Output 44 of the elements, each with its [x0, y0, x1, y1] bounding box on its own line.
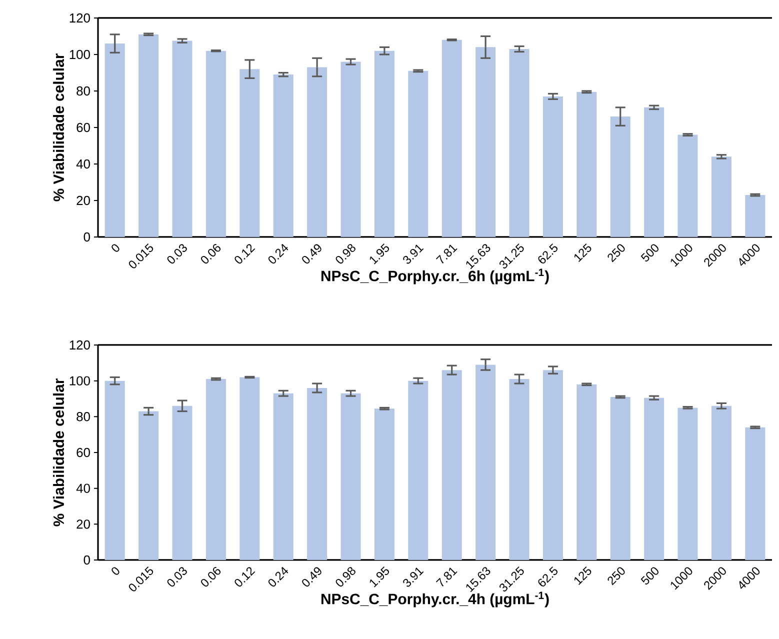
x-tick-label: 0.03	[167, 244, 187, 264]
x-tick-label: 500	[640, 244, 658, 262]
x-axis-title: NPsC_C_Porphy.cr._6h (µgmL$^{-1}$)	[321, 268, 549, 284]
x-tick-label: 125	[574, 243, 592, 262]
y-tick-label: 60	[76, 122, 90, 132]
y-tick-label: 80	[76, 412, 90, 422]
y-axis-title: % Viabilidade celular	[53, 54, 64, 202]
y-tick-label: 20	[76, 196, 90, 206]
x-tick-label: 0.12	[234, 567, 256, 587]
y-tick-label: 0	[84, 555, 90, 565]
x-tick-label: 0.12	[234, 244, 256, 264]
x-tick-label: 0.24	[268, 244, 288, 264]
x-tick-label: 500	[640, 567, 658, 584]
x-tick-label: 62.5	[538, 243, 558, 264]
x-tick-label: 0.06	[201, 244, 221, 264]
y-tick-label: 40	[76, 159, 90, 169]
y-tick-label: 80	[76, 86, 90, 96]
y-tick-label: 100	[70, 50, 90, 60]
y-tick-label: 120	[70, 340, 90, 350]
y-axis-title: % Viabilidade celular	[53, 378, 64, 526]
x-tick-label: 0.03	[167, 567, 187, 587]
x-tick-label: 7.81	[436, 568, 458, 587]
y-tick-label: 40	[76, 484, 90, 493]
y-tick-label: 100	[70, 376, 90, 386]
x-tick-label: 0.98	[336, 567, 356, 587]
x-tick-label: 0.24	[268, 566, 288, 587]
x-tick-label: 0	[112, 567, 120, 575]
x-tick-label: 250	[608, 244, 625, 262]
x-axis-title: NPsC_C_Porphy.cr._4h (µgmL$^{-1}$)	[321, 592, 549, 608]
y-tick-label: 0	[84, 232, 90, 242]
y-tick-label: 120	[70, 13, 90, 23]
x-tick-label: 62.5	[538, 566, 558, 586]
x-tick-label: 0.06	[201, 567, 221, 587]
x-tick-label: 0	[112, 244, 120, 252]
x-tick-label: 0.98	[336, 244, 356, 264]
x-tick-label: 3.91	[403, 568, 424, 587]
x-tick-label: 0.49	[302, 567, 322, 587]
y-tick-label: 60	[76, 448, 90, 458]
x-tick-label: 3.91	[403, 244, 424, 264]
x-tick-label: 7.81	[436, 244, 458, 264]
y-tick-label: 20	[76, 520, 90, 529]
x-tick-label: 0.49	[302, 244, 322, 264]
x-tick-label: 250	[608, 567, 625, 586]
x-tick-label: 125	[574, 566, 592, 586]
